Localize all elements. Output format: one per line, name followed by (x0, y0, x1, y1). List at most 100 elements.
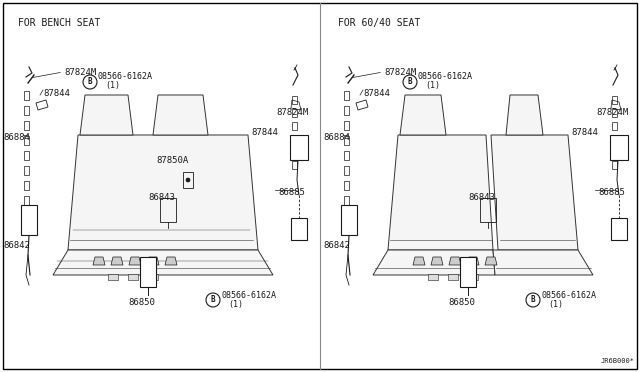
Text: 87824M: 87824M (64, 68, 96, 77)
Bar (448, 274, 458, 280)
Bar (344, 106, 349, 115)
Text: 87824M: 87824M (596, 108, 628, 117)
Bar (612, 161, 617, 169)
Bar (344, 121, 349, 130)
Text: 86884: 86884 (3, 133, 30, 142)
Text: B: B (531, 295, 535, 305)
Bar (291, 218, 307, 240)
Polygon shape (53, 250, 273, 275)
Bar (344, 136, 349, 145)
Text: 87844: 87844 (363, 89, 390, 98)
Polygon shape (80, 95, 133, 135)
Bar (344, 181, 349, 190)
Bar (160, 198, 176, 222)
Polygon shape (449, 257, 461, 265)
Text: (1): (1) (228, 300, 243, 309)
Bar (148, 274, 158, 280)
Bar (344, 166, 349, 175)
Bar (612, 122, 617, 130)
Bar (460, 257, 476, 287)
Text: 86850: 86850 (128, 298, 155, 307)
Bar (344, 151, 349, 160)
Text: JR6B000*: JR6B000* (601, 358, 635, 364)
Bar (24, 196, 29, 205)
Polygon shape (388, 135, 493, 250)
Circle shape (186, 178, 190, 182)
Text: 08566-6162A: 08566-6162A (541, 291, 596, 300)
Polygon shape (400, 95, 446, 135)
Text: (1): (1) (105, 81, 120, 90)
Text: (1): (1) (425, 81, 440, 90)
Bar (612, 135, 617, 143)
Text: 87824M: 87824M (384, 68, 416, 77)
Polygon shape (431, 257, 443, 265)
Text: 86885: 86885 (278, 188, 305, 197)
Bar (292, 96, 297, 104)
Text: FOR BENCH SEAT: FOR BENCH SEAT (18, 18, 100, 28)
Polygon shape (467, 257, 479, 265)
Bar (24, 181, 29, 190)
Polygon shape (111, 257, 123, 265)
Polygon shape (413, 257, 425, 265)
Polygon shape (153, 95, 208, 135)
Text: 87844: 87844 (571, 128, 598, 137)
Bar (24, 91, 29, 100)
Bar (344, 196, 349, 205)
Text: 87844: 87844 (43, 89, 70, 98)
Text: 86850: 86850 (448, 298, 475, 307)
Bar (183, 172, 193, 188)
Bar (290, 135, 308, 160)
Polygon shape (373, 250, 495, 275)
Bar (610, 135, 628, 160)
Bar (292, 109, 297, 117)
Bar (612, 96, 617, 104)
Polygon shape (129, 257, 141, 265)
Circle shape (526, 293, 540, 307)
Polygon shape (491, 135, 578, 250)
Bar (24, 136, 29, 145)
Text: 87824M: 87824M (276, 108, 308, 117)
Polygon shape (93, 257, 105, 265)
Bar (292, 135, 297, 143)
Text: FOR 60/40 SEAT: FOR 60/40 SEAT (338, 18, 420, 28)
Text: 08566-6162A: 08566-6162A (418, 72, 473, 81)
Text: (1): (1) (548, 300, 563, 309)
Circle shape (403, 75, 417, 89)
Bar (24, 151, 29, 160)
Text: 87850A: 87850A (156, 156, 188, 165)
Bar (140, 257, 156, 287)
Text: 86842: 86842 (323, 241, 350, 250)
Text: 08566-6162A: 08566-6162A (98, 72, 153, 81)
Text: 86885: 86885 (598, 188, 625, 197)
Text: 08566-6162A: 08566-6162A (221, 291, 276, 300)
Bar (292, 122, 297, 130)
Bar (108, 274, 118, 280)
Bar (480, 198, 496, 222)
Text: B: B (408, 77, 412, 87)
Bar (344, 91, 349, 100)
Polygon shape (147, 257, 159, 265)
Polygon shape (506, 95, 543, 135)
Bar (128, 274, 138, 280)
Bar (468, 274, 478, 280)
Bar (24, 166, 29, 175)
Bar (21, 205, 37, 235)
Polygon shape (165, 257, 177, 265)
Bar (292, 148, 297, 156)
Polygon shape (493, 250, 593, 275)
Polygon shape (68, 135, 258, 250)
Polygon shape (485, 257, 497, 265)
Bar (611, 218, 627, 240)
Bar (612, 148, 617, 156)
Bar (428, 274, 438, 280)
Text: B: B (88, 77, 92, 87)
Bar (24, 121, 29, 130)
Circle shape (83, 75, 97, 89)
Text: 86843: 86843 (468, 193, 495, 202)
Text: 87844: 87844 (251, 128, 278, 137)
Circle shape (206, 293, 220, 307)
Text: 86843: 86843 (148, 193, 175, 202)
Text: 86884: 86884 (323, 133, 350, 142)
Bar (292, 161, 297, 169)
Bar (341, 205, 357, 235)
